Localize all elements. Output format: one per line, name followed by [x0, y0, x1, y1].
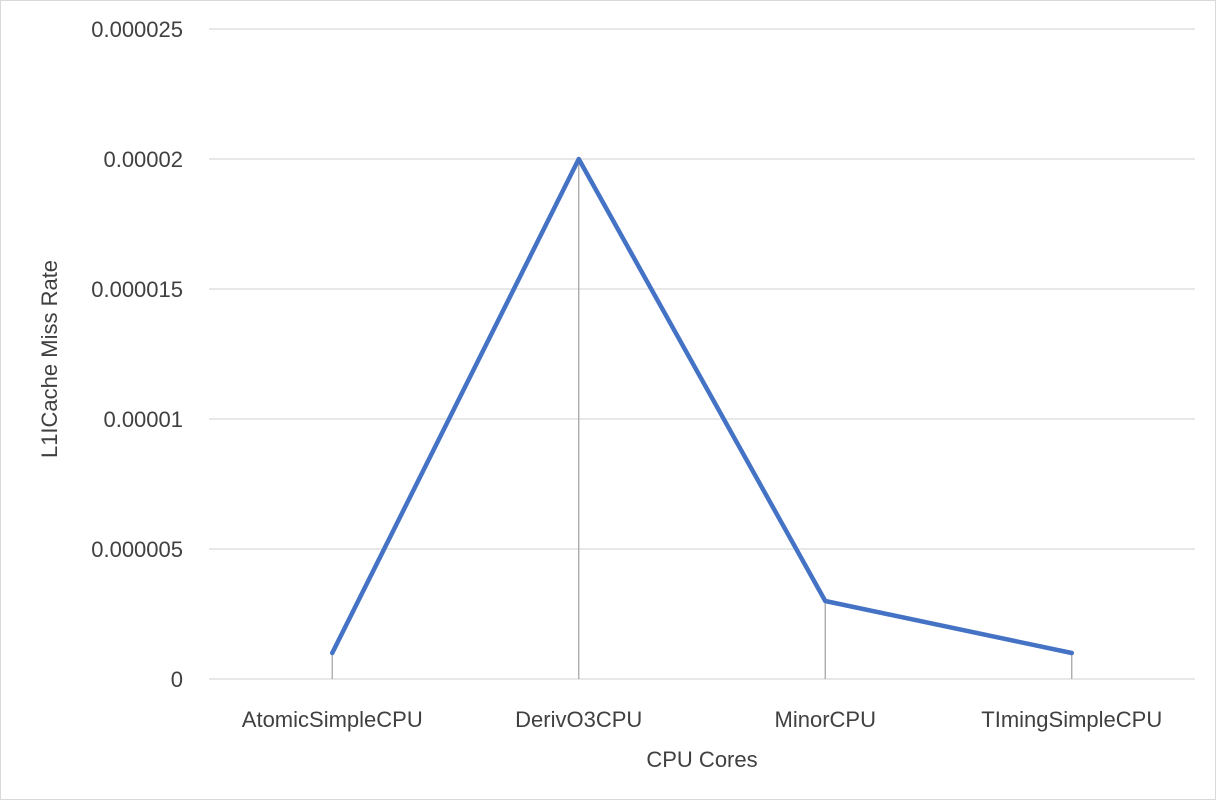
- x-tick-label: TImingSimpleCPU: [981, 707, 1162, 732]
- y-tick-label: 0.00001: [103, 407, 183, 432]
- y-tick-label: 0.000025: [91, 17, 183, 42]
- y-tick-label: 0.000015: [91, 277, 183, 302]
- data-point: [824, 600, 826, 602]
- gridlines: [209, 28, 1195, 680]
- data-point: [331, 652, 333, 654]
- data-point: [1071, 652, 1073, 654]
- x-tick-label: DerivO3CPU: [515, 707, 642, 732]
- data-point: [578, 158, 580, 160]
- y-axis-title: L1ICache Miss Rate: [37, 260, 62, 458]
- y-tick-labels: 0 0.000005 0.00001 0.000015 0.00002 0.000025: [91, 17, 183, 692]
- x-axis-title: CPU Cores: [646, 747, 757, 772]
- x-tick-labels: AtomicSimpleCPU DerivO3CPU MinorCPU TImingS…: [242, 707, 1162, 732]
- x-tick-label: AtomicSimpleCPU: [242, 707, 423, 732]
- series-layer: [330, 156, 1074, 656]
- drop-lines: [331, 159, 1073, 679]
- x-tick-label: MinorCPU: [775, 707, 876, 732]
- y-tick-label: 0.000005: [91, 537, 183, 562]
- series-line: [330, 156, 1074, 656]
- y-tick-label: 0: [171, 667, 183, 692]
- y-tick-label: 0.00002: [103, 147, 183, 172]
